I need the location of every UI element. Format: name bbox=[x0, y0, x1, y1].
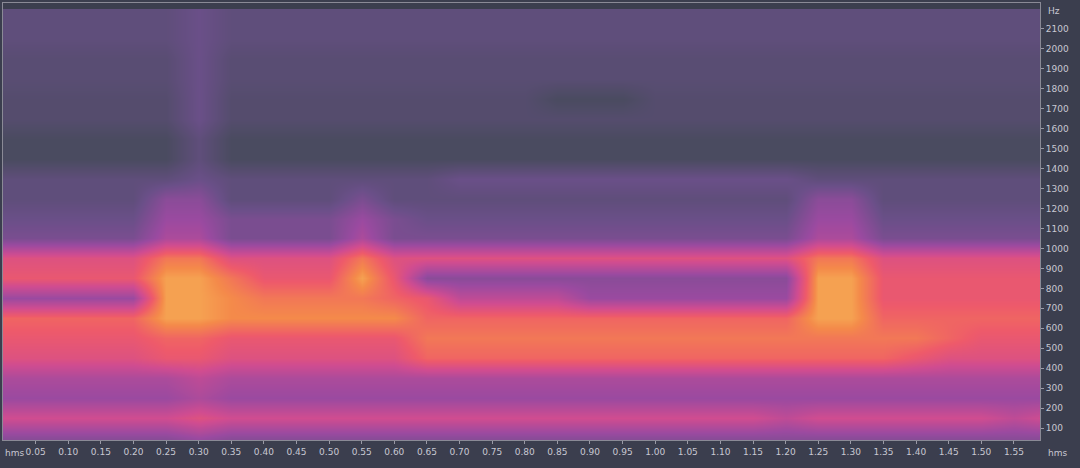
svg-text:0.75: 0.75 bbox=[482, 447, 502, 457]
svg-text:1.25: 1.25 bbox=[808, 447, 828, 457]
svg-text:500: 500 bbox=[1046, 343, 1063, 353]
svg-text:hms: hms bbox=[1048, 448, 1067, 458]
svg-text:1.40: 1.40 bbox=[906, 447, 926, 457]
svg-text:1900: 1900 bbox=[1046, 64, 1069, 74]
svg-text:1.05: 1.05 bbox=[678, 447, 698, 457]
svg-text:0.55: 0.55 bbox=[352, 447, 372, 457]
svg-text:1.00: 1.00 bbox=[645, 447, 665, 457]
svg-text:0.80: 0.80 bbox=[515, 447, 535, 457]
svg-text:0.50: 0.50 bbox=[319, 447, 339, 457]
svg-text:0.70: 0.70 bbox=[450, 447, 470, 457]
svg-text:0.30: 0.30 bbox=[189, 447, 209, 457]
svg-text:1.30: 1.30 bbox=[841, 447, 861, 457]
svg-text:0.60: 0.60 bbox=[384, 447, 404, 457]
svg-text:600: 600 bbox=[1046, 323, 1063, 333]
svg-text:hms: hms bbox=[5, 448, 24, 458]
svg-text:1700: 1700 bbox=[1046, 104, 1069, 114]
svg-text:1.10: 1.10 bbox=[710, 447, 730, 457]
svg-text:0.15: 0.15 bbox=[91, 447, 111, 457]
svg-text:1.15: 1.15 bbox=[743, 447, 763, 457]
svg-text:0.05: 0.05 bbox=[26, 447, 46, 457]
svg-text:0.40: 0.40 bbox=[254, 447, 274, 457]
svg-text:1500: 1500 bbox=[1046, 144, 1069, 154]
svg-text:0.35: 0.35 bbox=[221, 447, 241, 457]
svg-text:1200: 1200 bbox=[1046, 204, 1069, 214]
svg-text:0.45: 0.45 bbox=[286, 447, 306, 457]
svg-text:0.25: 0.25 bbox=[156, 447, 176, 457]
svg-text:1.50: 1.50 bbox=[971, 447, 991, 457]
svg-text:1.35: 1.35 bbox=[873, 447, 893, 457]
svg-text:700: 700 bbox=[1046, 303, 1063, 313]
svg-text:0.90: 0.90 bbox=[580, 447, 600, 457]
svg-text:0.20: 0.20 bbox=[123, 447, 143, 457]
svg-text:Hz: Hz bbox=[1048, 6, 1060, 16]
svg-text:1000: 1000 bbox=[1046, 244, 1069, 254]
svg-text:1.55: 1.55 bbox=[1004, 447, 1024, 457]
svg-text:0.65: 0.65 bbox=[417, 447, 437, 457]
svg-text:100: 100 bbox=[1046, 423, 1063, 433]
svg-text:0.85: 0.85 bbox=[547, 447, 567, 457]
svg-text:300: 300 bbox=[1046, 383, 1063, 393]
svg-text:0.95: 0.95 bbox=[613, 447, 633, 457]
svg-text:1800: 1800 bbox=[1046, 84, 1069, 94]
svg-text:1600: 1600 bbox=[1046, 124, 1069, 134]
svg-text:800: 800 bbox=[1046, 284, 1063, 294]
svg-text:900: 900 bbox=[1046, 264, 1063, 274]
svg-text:1400: 1400 bbox=[1046, 164, 1069, 174]
svg-text:1100: 1100 bbox=[1046, 224, 1069, 234]
svg-text:0.10: 0.10 bbox=[58, 447, 78, 457]
svg-text:1.20: 1.20 bbox=[776, 447, 796, 457]
svg-text:2100: 2100 bbox=[1046, 24, 1069, 34]
svg-text:400: 400 bbox=[1046, 363, 1063, 373]
svg-text:1300: 1300 bbox=[1046, 184, 1069, 194]
svg-text:1.45: 1.45 bbox=[939, 447, 959, 457]
svg-text:200: 200 bbox=[1046, 403, 1063, 413]
svg-text:2000: 2000 bbox=[1046, 44, 1069, 54]
